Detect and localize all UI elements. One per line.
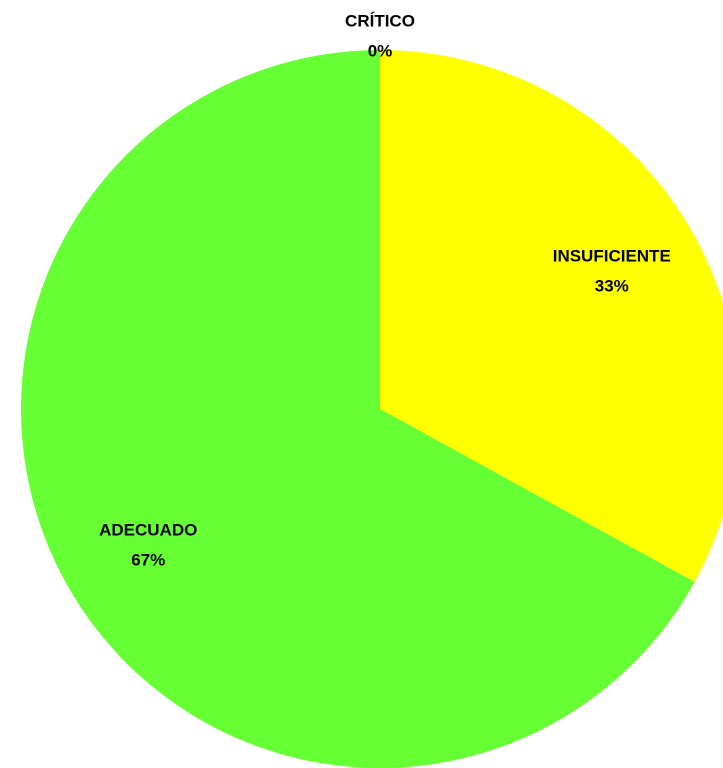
slice-value-label: 67% bbox=[131, 551, 165, 570]
slice-category-label: CRÍTICO bbox=[345, 11, 415, 30]
slice-value-label: 33% bbox=[595, 276, 629, 295]
slice-value-label: 0% bbox=[368, 41, 393, 60]
slice bbox=[21, 50, 695, 768]
pie bbox=[21, 50, 723, 768]
slice-category-label: INSUFICIENTE bbox=[553, 246, 671, 265]
slice bbox=[380, 50, 723, 582]
slice-category-label: ADECUADO bbox=[99, 521, 197, 540]
labels: CRÍTICO 0% INSUFICIENTE 33% ADECUADO 67% bbox=[99, 11, 671, 569]
